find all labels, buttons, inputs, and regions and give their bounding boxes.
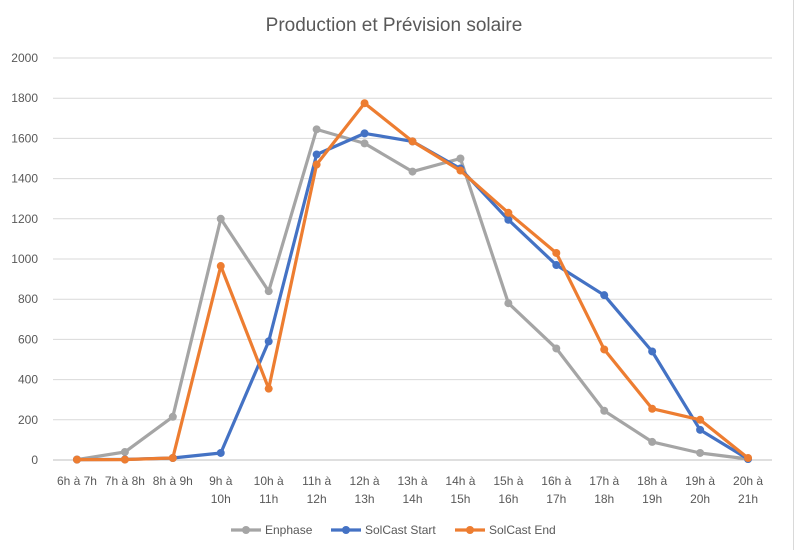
data-point — [600, 291, 609, 300]
x-tick-label: 10h à — [254, 474, 284, 488]
data-point — [216, 262, 225, 271]
series-lines — [72, 99, 753, 464]
legend-item: SolCast Start — [331, 523, 436, 537]
data-point — [360, 129, 369, 138]
data-point — [360, 139, 369, 148]
data-point — [312, 150, 321, 159]
legend-swatch-marker — [466, 526, 474, 534]
data-point — [504, 208, 513, 217]
x-tick-label: 9h à — [209, 474, 233, 488]
y-tick-label: 1600 — [11, 131, 38, 145]
data-point — [696, 415, 705, 424]
legend-swatch-marker — [242, 526, 250, 534]
data-point — [744, 453, 753, 462]
x-tick-label: 11h — [259, 492, 278, 506]
x-tick-label: 19h — [642, 492, 662, 506]
data-point — [696, 425, 705, 434]
data-point — [216, 214, 225, 223]
data-point — [120, 447, 129, 456]
x-tick-label: 11h à — [302, 474, 331, 488]
legend-swatch-marker — [342, 526, 350, 534]
data-point — [552, 344, 561, 353]
y-tick-label: 200 — [18, 413, 38, 427]
legend-item: Enphase — [231, 523, 313, 537]
x-tick-label: 10h — [211, 492, 231, 506]
x-tick-label: 15h — [450, 492, 470, 506]
series-solcast-end — [72, 99, 753, 464]
x-tick-label: 8h à 9h — [153, 474, 193, 488]
window-edge — [793, 0, 794, 550]
data-point — [648, 437, 657, 446]
data-point — [264, 384, 273, 393]
data-point — [312, 125, 321, 134]
series-line — [75, 101, 750, 462]
data-point — [264, 337, 273, 346]
data-point — [360, 99, 369, 108]
data-point — [312, 160, 321, 169]
chart-title: Production et Prévision solaire — [266, 15, 523, 36]
data-point — [600, 406, 609, 415]
data-point — [408, 167, 417, 176]
data-point — [600, 345, 609, 354]
x-tick-label: 12h — [307, 492, 327, 506]
legend-label: SolCast End — [489, 523, 556, 537]
x-tick-label: 17h — [546, 492, 566, 506]
data-point — [408, 137, 417, 146]
data-point — [504, 299, 513, 308]
x-tick-label: 18h — [594, 492, 614, 506]
data-point — [696, 448, 705, 457]
data-point — [456, 154, 465, 163]
x-tick-label: 14h à — [445, 474, 475, 488]
x-axis: 6h à 7h 7h à 8h 8h à 9h 9h à 10h 10h à 11h 11h … — [57, 474, 763, 506]
x-tick-label: 19h à — [685, 474, 715, 488]
x-tick-label: 7h à 8h — [105, 474, 145, 488]
data-point — [456, 166, 465, 175]
y-tick-label: 2000 — [11, 51, 38, 65]
x-tick-label: 18h à — [637, 474, 667, 488]
data-point — [504, 215, 513, 224]
data-point — [552, 248, 561, 257]
x-tick-label: 16h à — [541, 474, 571, 488]
x-tick-label: 12h à — [350, 474, 380, 488]
data-point — [168, 412, 177, 421]
data-point — [552, 261, 561, 270]
y-tick-label: 1400 — [11, 172, 38, 186]
x-tick-label: 17h à — [589, 474, 619, 488]
y-tick-label: 1200 — [11, 212, 38, 226]
x-tick-label: 16h — [498, 492, 518, 506]
data-point — [264, 287, 273, 296]
y-tick-label: 1000 — [11, 252, 38, 266]
y-tick-label: 1800 — [11, 91, 38, 105]
data-point — [648, 404, 657, 413]
y-tick-label: 0 — [31, 453, 38, 467]
y-tick-label: 600 — [18, 332, 38, 346]
y-tick-label: 400 — [18, 373, 38, 387]
x-tick-label: 14h — [402, 492, 422, 506]
series-enphase — [72, 125, 753, 464]
x-tick-label: 15h à — [493, 474, 523, 488]
legend-item: SolCast End — [455, 523, 556, 537]
gridlines — [53, 57, 772, 461]
y-axis: 0 200 400 600 800 1000 1200 1400 1600 1800 2000 — [11, 51, 38, 467]
data-point — [72, 455, 81, 464]
x-tick-label: 6h à 7h — [57, 474, 97, 488]
x-tick-label: 20h — [690, 492, 710, 506]
series-line — [75, 131, 750, 462]
data-point — [168, 453, 177, 462]
x-tick-label: 13h — [355, 492, 375, 506]
x-tick-label: 21h — [738, 492, 758, 506]
data-point — [648, 347, 657, 356]
y-tick-label: 800 — [18, 292, 38, 306]
x-tick-label: 13h à — [397, 474, 427, 488]
legend-label: Enphase — [265, 523, 313, 537]
legend: Enphase SolCast Start SolCast End — [231, 523, 556, 537]
x-tick-label: 20h à — [733, 474, 763, 488]
data-point — [120, 455, 129, 464]
legend-label: SolCast Start — [365, 523, 436, 537]
data-point — [216, 448, 225, 457]
